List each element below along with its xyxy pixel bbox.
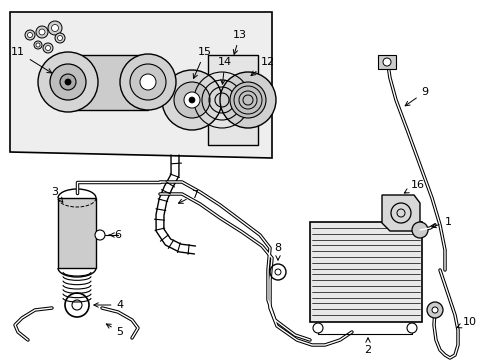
- Text: 1: 1: [431, 217, 450, 228]
- Circle shape: [229, 82, 265, 118]
- Circle shape: [426, 302, 442, 318]
- Circle shape: [39, 29, 45, 35]
- Circle shape: [312, 323, 323, 333]
- Circle shape: [60, 74, 76, 90]
- Circle shape: [36, 43, 40, 47]
- Circle shape: [130, 64, 165, 100]
- Circle shape: [220, 72, 275, 128]
- Circle shape: [27, 32, 32, 37]
- Circle shape: [25, 30, 35, 40]
- Text: 10: 10: [456, 317, 476, 328]
- Circle shape: [189, 97, 195, 103]
- Text: 5: 5: [106, 324, 123, 337]
- Circle shape: [411, 222, 427, 238]
- Text: 8: 8: [274, 243, 281, 260]
- Circle shape: [65, 79, 71, 85]
- Text: 2: 2: [364, 338, 371, 355]
- Text: 15: 15: [193, 47, 212, 78]
- Text: 11: 11: [11, 47, 52, 73]
- Text: 16: 16: [404, 180, 424, 193]
- Circle shape: [406, 323, 416, 333]
- Text: 13: 13: [232, 30, 246, 54]
- Text: 9: 9: [405, 87, 427, 106]
- Circle shape: [51, 24, 59, 31]
- Circle shape: [162, 70, 222, 130]
- Bar: [68, 55, 148, 110]
- Bar: [207, 55, 258, 145]
- Polygon shape: [381, 195, 419, 231]
- Circle shape: [183, 92, 200, 108]
- Circle shape: [34, 41, 42, 49]
- Text: 7: 7: [178, 190, 198, 203]
- Text: 14: 14: [218, 57, 232, 84]
- Text: 4: 4: [94, 300, 123, 310]
- Circle shape: [43, 43, 53, 53]
- Circle shape: [431, 307, 437, 313]
- Circle shape: [95, 230, 105, 240]
- Text: 12: 12: [250, 57, 274, 76]
- Circle shape: [58, 36, 62, 40]
- Bar: [309, 222, 421, 322]
- Text: 3: 3: [51, 187, 62, 202]
- Circle shape: [174, 82, 209, 118]
- Circle shape: [36, 26, 48, 38]
- Bar: [58, 198, 96, 268]
- Circle shape: [50, 64, 86, 100]
- Polygon shape: [10, 12, 271, 158]
- Circle shape: [38, 52, 98, 112]
- Circle shape: [45, 45, 50, 50]
- Circle shape: [140, 74, 156, 90]
- Bar: [377, 55, 395, 69]
- Text: 6: 6: [109, 230, 121, 240]
- Circle shape: [382, 58, 390, 66]
- Circle shape: [48, 21, 62, 35]
- Circle shape: [120, 54, 176, 110]
- Circle shape: [55, 33, 65, 43]
